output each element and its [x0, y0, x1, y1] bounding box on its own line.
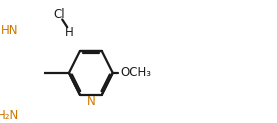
Text: OCH₃: OCH₃	[121, 66, 152, 79]
Text: HN: HN	[1, 24, 19, 37]
Text: N: N	[86, 95, 95, 108]
Text: Cl: Cl	[53, 8, 65, 21]
Text: H: H	[65, 26, 73, 39]
Text: H₂N: H₂N	[0, 109, 19, 122]
